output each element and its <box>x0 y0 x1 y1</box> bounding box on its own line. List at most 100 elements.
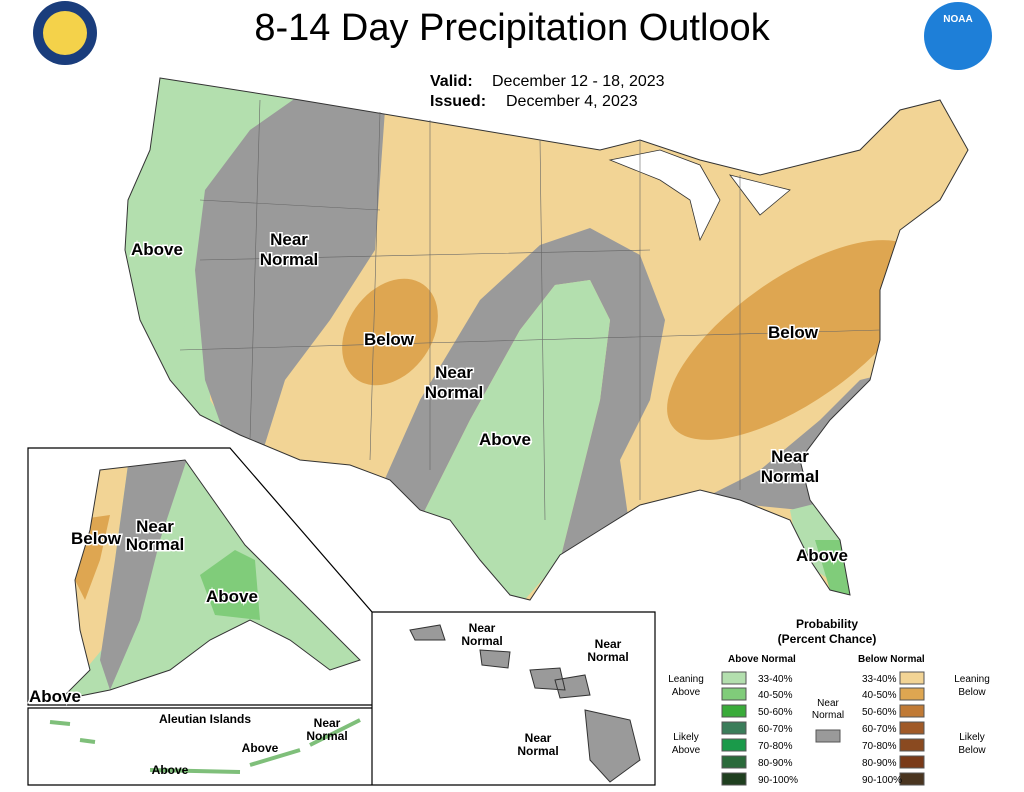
legend-likely-below-line: Below <box>958 745 986 756</box>
region-label-line: Above <box>131 240 183 259</box>
alaska-label: Below <box>71 529 122 548</box>
noaa-logo <box>924 2 992 70</box>
region-label-line: Near <box>270 230 308 249</box>
inset-frames <box>27 447 656 786</box>
hawaii-label: Near Normal <box>461 621 502 648</box>
above-swatch <box>721 687 747 701</box>
above-range: 50-60% <box>758 707 793 718</box>
region-label-line: Normal <box>260 250 319 269</box>
alaska-label: Near Normal <box>126 517 185 554</box>
aleutian-islands <box>49 718 361 774</box>
region-label: Above <box>796 546 848 565</box>
title: 8-14 Day Precipitation Outlook <box>254 7 770 49</box>
below-swatch <box>899 687 925 701</box>
alaska-label-line: Above <box>206 587 258 606</box>
aleutian-label-line: Normal <box>306 729 347 743</box>
valid-label: Valid: <box>430 73 473 90</box>
noaa-text: NOAA <box>943 14 972 25</box>
above-range: 70-80% <box>758 741 793 752</box>
above-swatch <box>721 671 747 685</box>
below-swatch <box>899 704 925 718</box>
issued-date: December 4, 2023 <box>506 93 638 110</box>
above-swatch <box>721 772 747 786</box>
above-range: 60-70% <box>758 724 793 735</box>
below-range: 33-40% <box>862 674 897 685</box>
region-label: Near Normal <box>260 230 319 269</box>
great-lakes <box>608 149 791 242</box>
hawaii-label: Near Normal <box>587 637 628 664</box>
state-lines <box>179 99 881 521</box>
valid-dates: December 12 - 18, 2023 <box>492 73 665 90</box>
aleutian-label: Above <box>152 763 189 777</box>
region-label: Near Normal <box>425 363 484 402</box>
aleutian-title: Aleutian Islands <box>159 712 251 726</box>
near-swatch <box>815 729 841 743</box>
region-label: Above <box>479 430 531 449</box>
legend-likely-above: Likely Above <box>672 732 701 756</box>
below-swatch <box>899 755 925 769</box>
region-label-line: Below <box>768 323 819 342</box>
region-label-line: Below <box>364 330 415 349</box>
hawaii-label-line: Near <box>525 731 552 745</box>
alaska-label-line: Above <box>29 687 81 706</box>
commerce-seal-inner <box>43 11 87 55</box>
aleutian-label-line: Above <box>152 763 189 777</box>
below-range: 90-100% <box>862 775 902 786</box>
legend-likely-below: Likely Below <box>958 732 986 756</box>
above-swatch <box>721 704 747 718</box>
region-label-line: Above <box>479 430 531 449</box>
region-label-line: Near <box>771 447 809 466</box>
alaska-outline <box>58 459 361 701</box>
hawaii-islands <box>409 624 641 783</box>
aleutian-label: Above <box>242 741 279 755</box>
above-swatch <box>721 755 747 769</box>
below-range: 80-90% <box>862 758 897 769</box>
legend-leaning-above-line: Leaning <box>668 674 704 685</box>
legend-title: Probability <box>796 617 858 631</box>
below-range: 40-50% <box>862 690 897 701</box>
alaska-label-line: Near <box>136 517 174 536</box>
legend-near-header-line: Near <box>817 698 839 709</box>
below-swatch <box>899 671 925 685</box>
legend-near-header: Near Normal <box>812 698 844 721</box>
region-label: Near Normal <box>761 447 820 486</box>
hawaii-label-line: Near <box>469 621 496 635</box>
region-label-line: Normal <box>425 383 484 402</box>
hawaii-label-line: Near <box>595 637 622 651</box>
legend-above-header: Above Normal <box>728 654 796 665</box>
hawaii-label-line: Normal <box>587 650 628 664</box>
aleutian-label: Near Normal <box>306 716 347 743</box>
above-swatch <box>721 721 747 735</box>
legend-likely-above-line: Above <box>672 745 701 756</box>
above-range: 40-50% <box>758 690 793 701</box>
legend-likely-above-line: Likely <box>673 732 699 743</box>
above-range: 80-90% <box>758 758 793 769</box>
region-label-line: Above <box>796 546 848 565</box>
below-swatch <box>899 721 925 735</box>
legend-leaning-below-line: Below <box>958 687 986 698</box>
region-label: Above <box>131 240 183 259</box>
alaska-label: Above <box>206 587 258 606</box>
below-range: 60-70% <box>862 724 897 735</box>
legend-leaning-below: Leaning Below <box>954 674 990 698</box>
alaska-label-line: Below <box>71 529 122 548</box>
region-label-line: Normal <box>761 467 820 486</box>
legend-below-header: Below Normal <box>858 654 925 665</box>
issued-label: Issued: <box>430 93 486 110</box>
hawaii-label-line: Normal <box>461 634 502 648</box>
below-swatch <box>899 772 925 786</box>
aleutian-label-line: Near <box>314 716 341 730</box>
region-label-line: Near <box>435 363 473 382</box>
legend-swatches: Probability(Percent Chance) Above Normal B… <box>721 617 925 786</box>
aleutian-label-line: Above <box>242 741 279 755</box>
above-range: 90-100% <box>758 775 798 786</box>
below-swatch <box>899 738 925 752</box>
legend-likely-below-line: Likely <box>959 732 985 743</box>
legend-leaning-above-line: Above <box>672 687 701 698</box>
legend-near-header-line: Normal <box>812 710 844 721</box>
region-label: Below <box>768 323 819 342</box>
above-swatch <box>721 738 747 752</box>
legend-leaning-below-line: Leaning <box>954 674 990 685</box>
